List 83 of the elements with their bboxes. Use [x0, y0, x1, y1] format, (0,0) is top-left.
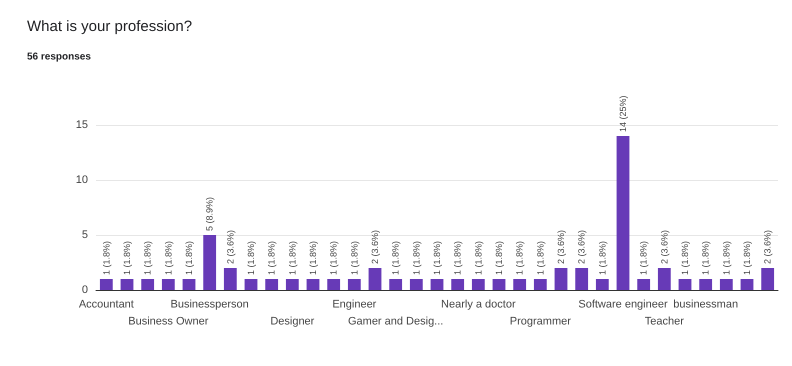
data-label: 2 (3.6%) [370, 230, 380, 264]
data-label: 1 (1.8%) [101, 240, 112, 275]
data-label: 1 (1.8%) [328, 240, 339, 275]
bar [451, 279, 464, 290]
data-label: 1 (1.8%) [184, 240, 194, 275]
data-label: 1 (1.8%) [535, 240, 546, 275]
bar [472, 279, 485, 290]
bar [244, 279, 258, 290]
x-tick-label: Engineer [332, 298, 377, 310]
bar [120, 279, 134, 290]
data-label: 1 (1.8%) [700, 240, 711, 275]
bar [100, 279, 113, 290]
y-tick-label: 0 [82, 284, 88, 296]
bar [637, 279, 650, 290]
x-tick-label: Programmer [510, 316, 572, 328]
x-tick-label: Software engineer [578, 298, 668, 310]
bar [513, 279, 526, 290]
data-label: 1 (1.8%) [452, 240, 463, 275]
bar [740, 279, 754, 290]
bar [410, 279, 423, 290]
data-label: 1 (1.8%) [266, 240, 277, 275]
x-tick-label: Teacher [644, 316, 684, 328]
bar [720, 279, 733, 290]
bar [492, 279, 506, 290]
data-label: 1 (1.8%) [514, 240, 525, 275]
data-label: 2 (3.6%) [576, 230, 587, 264]
chart-title: What is your profession? [27, 18, 192, 35]
data-label: 2 (3.6%) [659, 230, 670, 264]
bar [368, 268, 382, 290]
data-label: 1 (1.8%) [308, 240, 318, 275]
bar [327, 279, 340, 290]
bar [141, 279, 154, 290]
y-tick-label: 5 [82, 229, 88, 241]
bar [575, 268, 588, 290]
x-tick-label: Nearly a doctor [441, 298, 516, 310]
data-label: 2 (3.6%) [762, 230, 773, 264]
bar [389, 279, 402, 290]
x-tick-label: Designer [270, 316, 315, 328]
bar [265, 279, 278, 290]
x-tick-label: Businessperson [170, 298, 249, 310]
y-tick-label: 15 [76, 119, 88, 131]
bar [534, 279, 547, 290]
bar [761, 268, 774, 290]
data-label: 1 (1.8%) [638, 240, 649, 275]
bar [616, 136, 630, 290]
data-label: 1 (1.8%) [163, 240, 174, 275]
x-tick-label: Gamer and Desig... [348, 316, 444, 328]
data-label: 1 (1.8%) [680, 240, 690, 275]
bar [430, 279, 444, 290]
bar [348, 279, 361, 290]
bar [554, 268, 568, 290]
data-label: 1 (1.8%) [721, 240, 732, 275]
y-tick-label: 10 [76, 174, 88, 186]
x-tick-label: Accountant [78, 298, 134, 310]
data-label: 1 (1.8%) [432, 240, 442, 275]
data-label: 14 (25%) [618, 95, 628, 132]
bar [699, 279, 712, 290]
data-label: 1 (1.8%) [411, 240, 422, 275]
data-label: 1 (1.8%) [122, 240, 132, 275]
data-label: 1 (1.8%) [473, 240, 484, 275]
data-label: 1 (1.8%) [597, 240, 608, 275]
bar [162, 279, 175, 290]
x-tick-label: Business Owner [128, 316, 209, 328]
data-label: 1 (1.8%) [494, 240, 504, 275]
bar [658, 268, 671, 290]
bar [224, 268, 237, 290]
data-label: 1 (1.8%) [349, 240, 360, 275]
bar [678, 279, 692, 290]
bar [596, 279, 609, 290]
bar [286, 279, 299, 290]
data-label: 1 (1.8%) [246, 240, 256, 275]
x-tick-label: businessman [673, 298, 738, 310]
data-label: 1 (1.8%) [287, 240, 298, 275]
chart-subtitle: 56 responses [27, 52, 92, 62]
bar [182, 279, 196, 290]
data-label: 2 (3.6%) [556, 230, 566, 264]
data-label: 1 (1.8%) [390, 240, 401, 275]
data-label: 2 (3.6%) [225, 230, 236, 264]
bar [203, 235, 216, 290]
bar [306, 279, 320, 290]
data-label: 5 (8.9%) [204, 196, 215, 231]
data-label: 1 (1.8%) [142, 240, 153, 275]
data-label: 1 (1.8%) [742, 240, 752, 275]
